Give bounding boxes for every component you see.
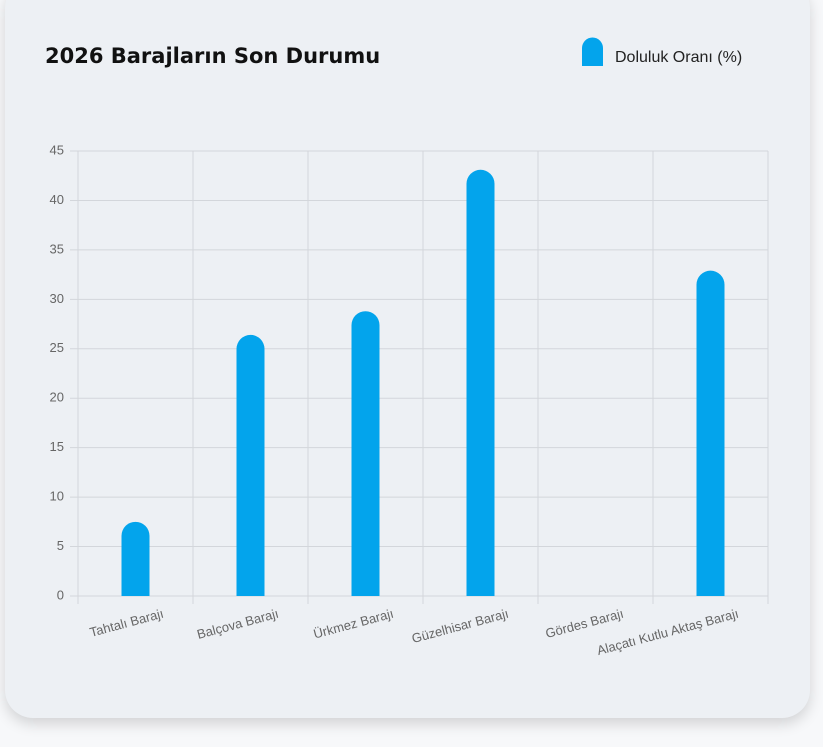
bar (351, 311, 380, 596)
y-tick-label: 40 (50, 192, 64, 207)
y-tick-label: 0 (57, 587, 64, 602)
y-tick-label: 20 (50, 390, 64, 405)
chart-title: 2026 Barajların Son Durumu (45, 44, 380, 68)
x-tick-label: Gördes Barajı (544, 606, 625, 641)
bar (466, 169, 495, 596)
y-tick-label: 25 (50, 340, 64, 355)
y-tick-label: 10 (50, 489, 64, 504)
y-tick-label: 45 (50, 142, 64, 157)
bar (236, 334, 265, 596)
y-tick-label: 35 (50, 241, 64, 256)
legend-swatch (582, 37, 603, 66)
y-tick-label: 5 (57, 538, 64, 553)
x-tick-label: Balçova Barajı (195, 606, 280, 642)
card (5, 0, 810, 718)
x-tick-label: Tahtalı Barajı (88, 606, 165, 640)
y-tick-label: 30 (50, 291, 64, 306)
bar (121, 521, 150, 596)
x-tick-label: Ürkmez Barajı (312, 606, 395, 642)
bar (696, 270, 725, 596)
x-tick-label: Güzelhisar Barajı (410, 606, 510, 646)
y-tick-label: 15 (50, 439, 64, 454)
legend-label: Doluluk Oranı (%) (615, 49, 742, 66)
